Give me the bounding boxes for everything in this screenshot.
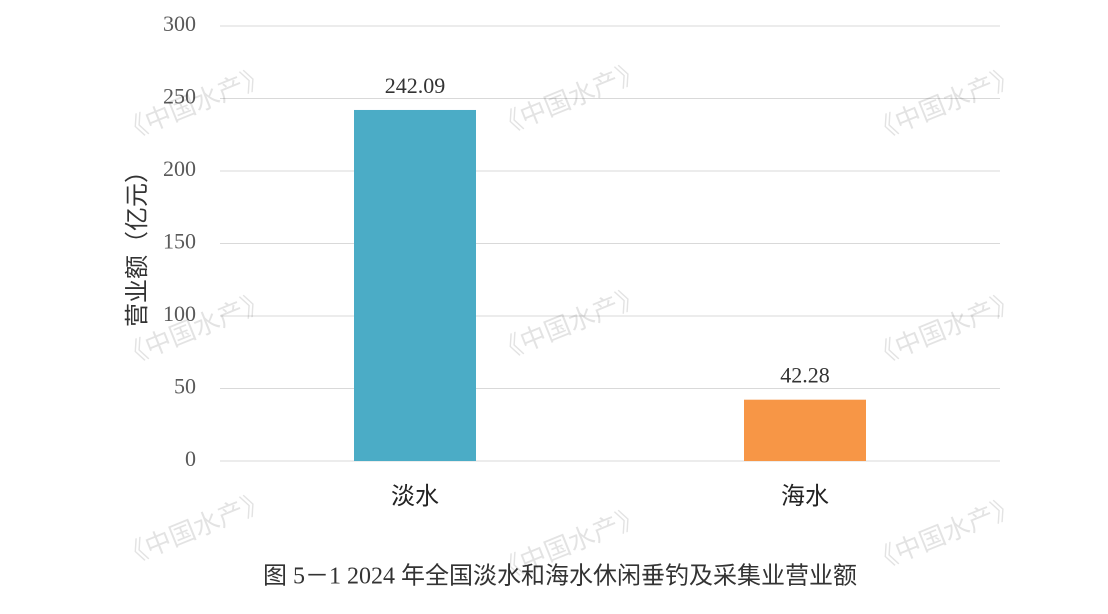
watermark: 《中国水产》 [117,486,273,572]
y-tick-label: 200 [163,156,196,181]
value-label: 242.09 [385,73,446,98]
y-tick-label: 100 [163,301,196,326]
x-tick-label: 海水 [781,482,829,510]
y-tick-label: 50 [174,374,196,399]
watermark: 《中国水产》 [117,61,273,147]
chart-caption: 图 5－1 2024 年全国淡水和海水休闲垂钓及采集业营业额 [263,563,857,590]
y-tick-label: 150 [163,229,196,254]
watermark: 《中国水产》 [867,61,1023,147]
bar [354,109,476,462]
bar [744,399,866,461]
y-axis-label: 营业额（亿元） [123,159,151,327]
watermark: 《中国水产》 [867,286,1023,372]
value-label: 42.28 [780,363,830,388]
y-tick-label: 250 [163,84,196,109]
y-tick-label: 300 [163,11,196,36]
watermark: 《中国水产》 [492,281,648,367]
watermark: 《中国水产》 [867,491,1023,577]
x-tick-label: 淡水 [391,482,439,510]
y-tick-label: 0 [185,446,196,471]
watermark: 《中国水产》 [492,56,648,142]
